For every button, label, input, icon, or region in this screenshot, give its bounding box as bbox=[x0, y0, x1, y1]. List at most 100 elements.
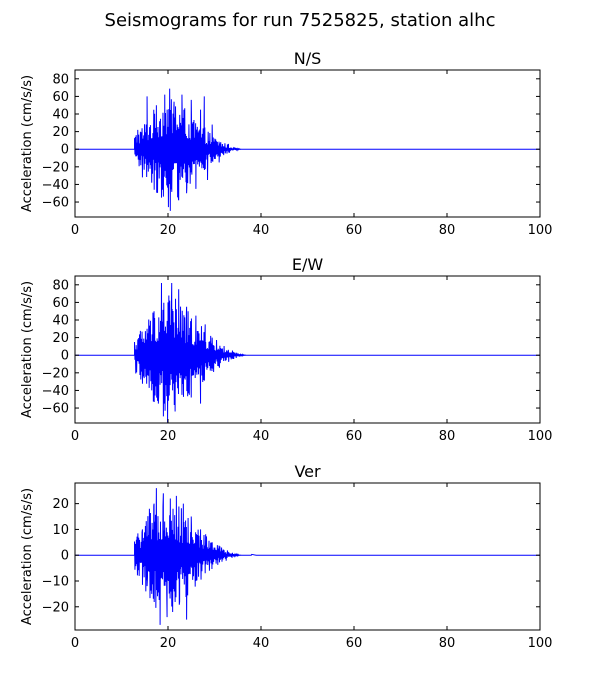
data-point-0-10 bbox=[181, 94, 182, 95]
data-point-2-15 bbox=[183, 503, 184, 504]
data-point-1-5 bbox=[158, 394, 159, 395]
x-tick-label-2-2: 40 bbox=[253, 636, 270, 651]
data-point-2-17 bbox=[191, 516, 192, 517]
series-line-1-0 bbox=[75, 283, 540, 423]
y-tick-label-2-4: 20 bbox=[52, 497, 69, 512]
data-point-0-1 bbox=[142, 177, 143, 178]
y-tick-label-1-2: −20 bbox=[42, 366, 69, 381]
data-point-0-13 bbox=[195, 188, 196, 189]
y-axis-label-0: Acceleration (cm/s/s) bbox=[20, 75, 35, 212]
y-tick-label-2-1: −10 bbox=[42, 575, 69, 590]
data-point-0-2 bbox=[147, 96, 148, 97]
data-point-1-17 bbox=[205, 324, 206, 325]
data-point-1-14 bbox=[191, 397, 192, 398]
data-point-2-11 bbox=[170, 498, 171, 499]
data-point-2-9 bbox=[163, 493, 164, 494]
x-tick-label-0-0: 0 bbox=[71, 223, 79, 238]
x-tick-label-0-5: 100 bbox=[528, 223, 553, 238]
data-point-2-22 bbox=[223, 550, 224, 551]
data-point-2-23 bbox=[251, 554, 252, 555]
data-point-1-0 bbox=[137, 339, 138, 340]
data-point-2-19 bbox=[200, 529, 201, 530]
chart-0: 0 20 40 60 80 100 −60 −40 −20 0 20 40 60 80 N/S Acceler… bbox=[20, 49, 552, 238]
x-tick-label-0-2: 40 bbox=[253, 223, 270, 238]
data-point-0-12 bbox=[191, 99, 192, 100]
y-axis-label-1: Acceleration (cm/s/s) bbox=[20, 281, 35, 418]
data-point-0-0 bbox=[137, 129, 138, 130]
data-point-2-14 bbox=[179, 601, 180, 602]
plot-frame-1 bbox=[74, 275, 541, 424]
y-axis-label-2: Acceleration (cm/s/s) bbox=[20, 488, 35, 625]
data-point-1-4 bbox=[154, 311, 155, 312]
y-tick-label-1-5: 40 bbox=[52, 314, 69, 329]
data-point-2-4 bbox=[149, 508, 150, 509]
plot-frame-0 bbox=[74, 69, 541, 218]
x-tick-label-1-2: 40 bbox=[253, 429, 270, 444]
data-point-1-12 bbox=[181, 394, 182, 395]
data-point-2-10 bbox=[167, 617, 168, 618]
x-tick-label-2-1: 20 bbox=[160, 636, 177, 651]
x-tick-label-0-4: 80 bbox=[439, 223, 456, 238]
data-point-0-15 bbox=[204, 96, 205, 97]
data-point-2-1 bbox=[139, 575, 140, 576]
data-point-1-1 bbox=[142, 377, 143, 378]
data-point-0-17 bbox=[212, 124, 213, 125]
data-point-0-16 bbox=[207, 180, 208, 181]
data-point-2-3 bbox=[147, 586, 148, 587]
x-tick-label-1-3: 60 bbox=[346, 429, 363, 444]
data-point-2-18 bbox=[195, 581, 196, 582]
data-point-1-2 bbox=[147, 328, 148, 329]
data-point-2-16 bbox=[186, 619, 187, 620]
data-point-1-15 bbox=[195, 315, 196, 316]
data-point-0-9 bbox=[178, 200, 179, 201]
data-point-1-16 bbox=[200, 403, 201, 404]
chart-1: 0 20 40 60 80 100 −60 −40 −20 0 20 40 60 80 E/W Acceler… bbox=[20, 255, 552, 444]
y-tick-label-0-4: 20 bbox=[52, 125, 69, 140]
y-tick-label-1-4: 20 bbox=[52, 331, 69, 346]
y-tick-label-2-2: 0 bbox=[61, 549, 69, 564]
data-point-2-2 bbox=[142, 529, 143, 530]
data-point-0-11 bbox=[186, 193, 187, 194]
x-tick-label-1-1: 20 bbox=[160, 429, 177, 444]
series-line-0-0 bbox=[75, 88, 540, 211]
y-tick-label-1-3: 0 bbox=[61, 349, 69, 364]
data-point-1-9 bbox=[171, 283, 172, 284]
data-point-1-19 bbox=[219, 365, 220, 366]
y-tick-label-0-5: 40 bbox=[52, 108, 69, 123]
x-tick-label-2-3: 60 bbox=[346, 636, 363, 651]
plot-frame-2 bbox=[74, 482, 541, 631]
chart-title-2: Ver bbox=[294, 462, 321, 481]
data-point-2-0 bbox=[136, 539, 137, 540]
y-tick-label-1-6: 60 bbox=[52, 296, 69, 311]
data-point-1-8 bbox=[168, 302, 169, 303]
x-tick-label-2-5: 100 bbox=[528, 636, 553, 651]
data-point-2-5 bbox=[151, 593, 152, 594]
data-point-0-14 bbox=[200, 109, 201, 110]
x-tick-label-1-5: 100 bbox=[528, 429, 553, 444]
data-point-0-19 bbox=[228, 143, 229, 144]
data-point-1-10 bbox=[174, 399, 175, 400]
y-tick-label-2-3: 10 bbox=[52, 523, 69, 538]
data-point-1-20 bbox=[228, 350, 229, 351]
chart-title-0: N/S bbox=[294, 49, 322, 68]
data-point-2-20 bbox=[205, 573, 206, 574]
data-point-1-18 bbox=[212, 337, 213, 338]
data-point-2-21 bbox=[212, 542, 213, 543]
y-tick-label-0-1: −40 bbox=[42, 178, 69, 193]
x-tick-label-2-4: 80 bbox=[439, 636, 456, 651]
y-tick-label-0-6: 60 bbox=[52, 90, 69, 105]
x-tick-label-0-1: 20 bbox=[160, 223, 177, 238]
data-point-2-13 bbox=[176, 495, 177, 496]
chart-2: 0 20 40 60 80 100 −20 −10 0 10 20 Ver Acceleration (… bbox=[20, 462, 552, 651]
y-tick-label-0-3: 0 bbox=[61, 143, 69, 158]
chart-title-1: E/W bbox=[292, 255, 324, 274]
data-point-2-8 bbox=[160, 624, 161, 625]
data-point-1-7 bbox=[164, 403, 165, 404]
data-point-0-6 bbox=[164, 94, 165, 95]
series-line-2-0 bbox=[75, 488, 540, 625]
data-point-2-12 bbox=[172, 611, 173, 612]
y-tick-label-0-0: −60 bbox=[42, 196, 69, 211]
x-tick-label-1-0: 0 bbox=[71, 429, 79, 444]
